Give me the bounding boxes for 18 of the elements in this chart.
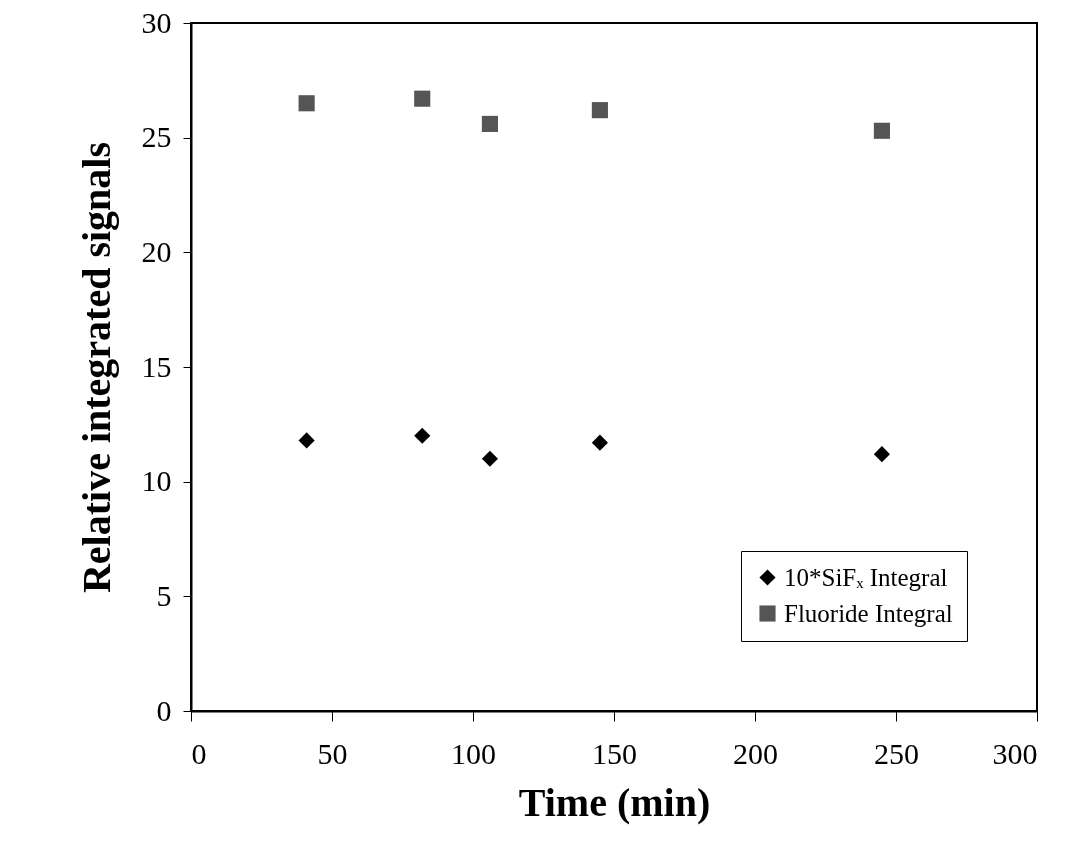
y-tick-label: 5	[156, 578, 172, 612]
y-tick-label: 30	[141, 5, 172, 39]
x-tick-label: 50	[317, 736, 348, 770]
y-tick-label: 25	[141, 120, 172, 154]
x-tick-label: 0	[191, 736, 207, 770]
x-axis-title: Time (min)	[518, 779, 711, 825]
x-tick-label: 100	[451, 736, 496, 770]
y-tick-label: 15	[141, 349, 172, 383]
y-axis-title: Relative integrated signals	[73, 141, 119, 594]
y-tick-label: 20	[141, 234, 172, 268]
x-tick-label: 300	[992, 736, 1038, 770]
y-tick-label: 0	[156, 693, 172, 727]
y-tick-label: 10	[141, 464, 172, 498]
legend-label: Fluoride Integral	[784, 599, 953, 627]
x-tick-label: 250	[874, 736, 919, 770]
x-tick-label: 150	[592, 736, 637, 770]
x-tick-label: 200	[733, 736, 778, 770]
legend-label: 10*SiFₓ Integral	[784, 563, 948, 591]
